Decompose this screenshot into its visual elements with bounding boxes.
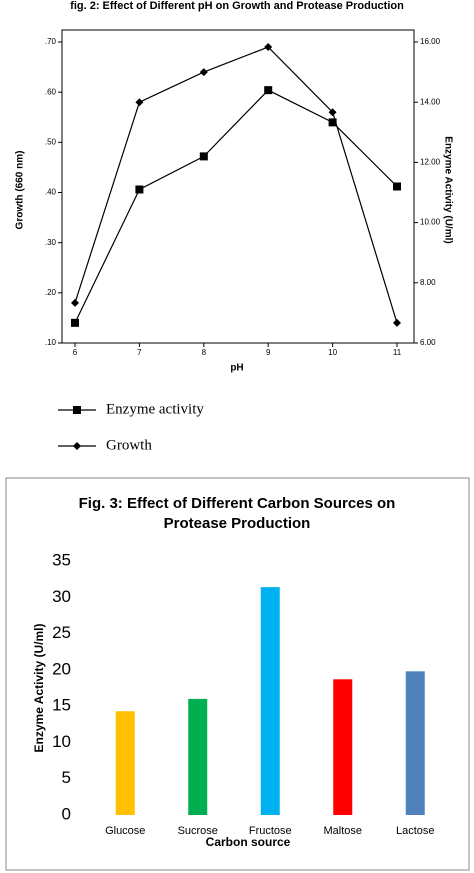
y-tick-label: .60 bbox=[45, 87, 57, 96]
marker bbox=[199, 152, 208, 161]
x-tick-label: 11 bbox=[393, 348, 402, 357]
y-tick-label: .40 bbox=[45, 188, 57, 197]
y-tick-label: 10 bbox=[52, 732, 71, 751]
y2-tick-label: 6.00 bbox=[420, 338, 436, 347]
marker bbox=[264, 86, 273, 95]
y-axis-label: Enzyme Activity (U/ml) bbox=[32, 624, 46, 753]
bar bbox=[405, 671, 425, 815]
x-tick-label: Maltose bbox=[323, 825, 362, 837]
marker bbox=[71, 298, 79, 307]
x-axis-label: Carbon source bbox=[206, 835, 291, 849]
legend-label: Growth bbox=[106, 437, 152, 453]
y-tick-label: 25 bbox=[52, 623, 71, 642]
y-tick-label: 35 bbox=[52, 550, 71, 569]
marker bbox=[393, 182, 401, 191]
bar bbox=[260, 587, 280, 815]
marker bbox=[71, 318, 79, 327]
y2-tick-label: 16.00 bbox=[420, 37, 441, 46]
y2-tick-label: 10.00 bbox=[420, 218, 441, 227]
x-tick-label: 7 bbox=[137, 348, 142, 357]
marker bbox=[135, 185, 144, 194]
y-tick-label: 0 bbox=[62, 804, 71, 823]
y-tick-label: .20 bbox=[45, 288, 57, 297]
y-tick-label: 20 bbox=[52, 659, 71, 678]
marker bbox=[199, 68, 208, 77]
marker bbox=[264, 43, 273, 52]
y-tick-label: 15 bbox=[52, 696, 71, 715]
marker bbox=[135, 98, 144, 107]
x-axis-label: pH bbox=[230, 363, 243, 374]
x-tick-label: Fructose bbox=[249, 825, 292, 837]
y-tick-label: .50 bbox=[45, 137, 57, 146]
plot-frame bbox=[61, 29, 415, 344]
series-line bbox=[74, 46, 398, 324]
bar bbox=[333, 679, 353, 815]
bar bbox=[115, 711, 135, 815]
y-tick-label: 5 bbox=[62, 768, 71, 787]
x-tick-label: Lactose bbox=[396, 825, 435, 837]
x-tick-label: Glucose bbox=[105, 825, 145, 837]
series-line bbox=[74, 89, 398, 324]
bar bbox=[188, 698, 208, 815]
marker bbox=[393, 318, 401, 327]
marker bbox=[328, 108, 337, 117]
y-tick-label: .10 bbox=[45, 338, 57, 347]
x-tick-label: 9 bbox=[266, 348, 271, 357]
x-tick-label: Sucrose bbox=[178, 825, 218, 837]
y-tick-label: .70 bbox=[45, 37, 57, 46]
x-tick-label: 10 bbox=[328, 348, 337, 357]
chart-title: fig. 2: Effect of Different pH on Growth… bbox=[70, 0, 404, 12]
y-axis-label: Growth (660 nm) bbox=[15, 151, 26, 230]
marker bbox=[328, 118, 337, 127]
y-tick-label: .30 bbox=[45, 238, 57, 247]
x-tick-label: 6 bbox=[73, 348, 78, 357]
y2-tick-label: 12.00 bbox=[420, 158, 441, 167]
marker bbox=[73, 442, 81, 450]
y-tick-label: 30 bbox=[52, 587, 71, 606]
chart-title: Fig. 3: Effect of Different Carbon Sourc… bbox=[79, 495, 396, 532]
y2-tick-label: 8.00 bbox=[420, 278, 436, 287]
x-tick-label: 8 bbox=[202, 348, 207, 357]
legend-label: Enzyme activity bbox=[106, 401, 204, 417]
y2-tick-label: 14.00 bbox=[420, 97, 441, 106]
marker bbox=[73, 406, 81, 414]
chart-frame bbox=[5, 477, 470, 871]
y2-axis-label: Enzyme Activity (U/ml) bbox=[442, 136, 453, 243]
